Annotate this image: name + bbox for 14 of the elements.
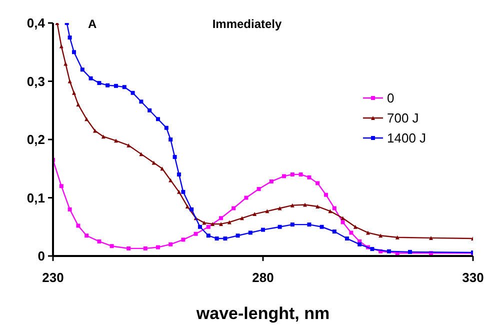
y-tick-label: 0 bbox=[38, 248, 45, 264]
y-tick-label: 0,1 bbox=[26, 190, 45, 206]
x-tick-label: 230 bbox=[42, 270, 64, 285]
y-tick-label: 0,2 bbox=[26, 132, 45, 148]
y-tick-label: 0,3 bbox=[26, 74, 45, 89]
legend-label: 0 bbox=[387, 90, 394, 106]
legend-label: 1400 J bbox=[387, 130, 426, 146]
legend-label: 700 J bbox=[387, 110, 419, 126]
x-axis-title: wave-lenght, nm bbox=[195, 304, 330, 323]
x-tick-label: 330 bbox=[462, 270, 484, 285]
y-tick-label: 0,4 bbox=[26, 16, 46, 31]
chart-title: Immediately bbox=[212, 17, 282, 31]
x-tick-label: 280 bbox=[252, 270, 274, 285]
annotation: A bbox=[88, 17, 97, 31]
